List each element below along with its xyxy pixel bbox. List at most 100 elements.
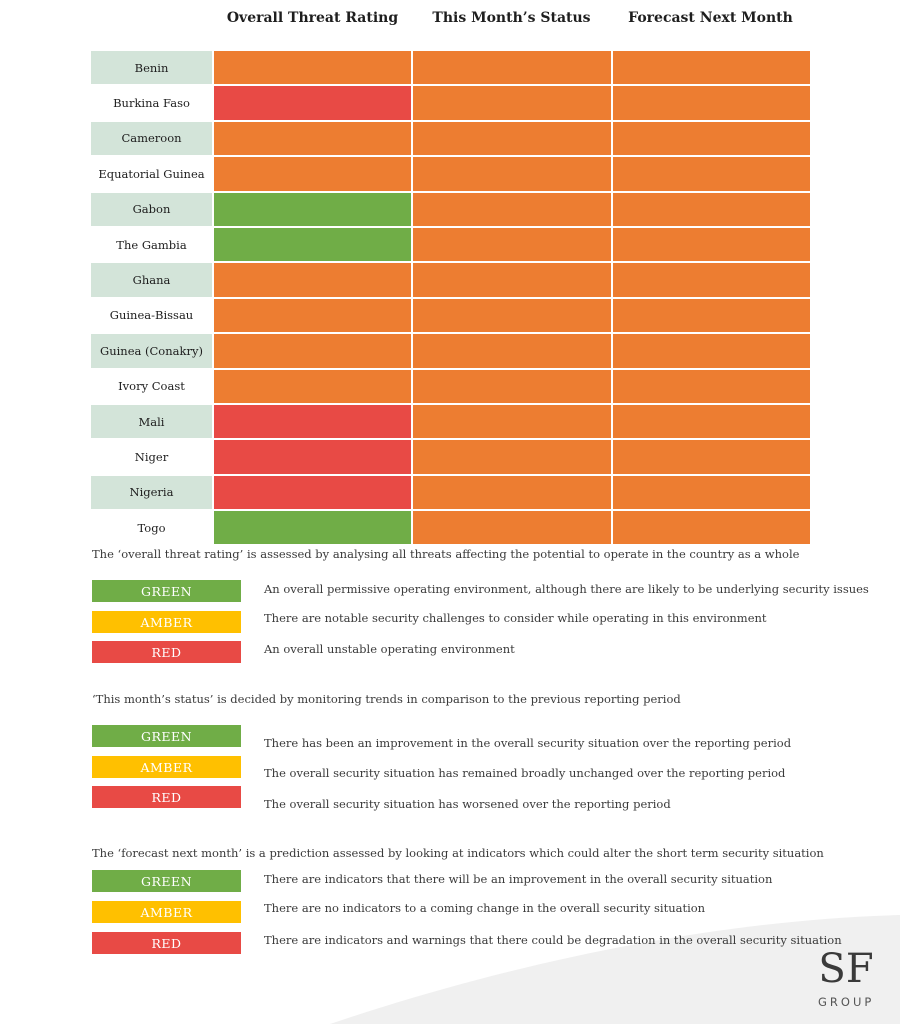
table-row: Ghana — [91, 263, 810, 298]
legend-month-red-badge: RED — [92, 786, 241, 808]
legend-forecast-red-row: RED — [92, 932, 241, 954]
rating-cell-this-month — [413, 440, 611, 474]
header-this-months-status: This Month’s Status — [432, 10, 591, 26]
table-row: Togo — [91, 511, 810, 546]
rating-cell-overall — [214, 369, 412, 403]
legend-month-amber-badge: AMBER — [92, 756, 241, 778]
rating-cell-overall — [214, 121, 412, 156]
legend-overall-green-desc: An overall permissive operating environm… — [264, 582, 869, 596]
rating-cell-forecast — [612, 404, 810, 439]
country-name: The Gambia — [116, 237, 187, 252]
legend-overall-green-row: GREEN — [92, 580, 241, 602]
rating-cell-forecast — [612, 227, 810, 262]
legend-forecast-green-row: GREEN — [92, 870, 241, 892]
column-headers: Overall Threat Rating This Month’s Statu… — [213, 10, 810, 30]
table-row: Equatorial Guinea — [91, 157, 810, 192]
rating-cell-this-month — [413, 263, 611, 297]
country-name: Guinea-Bissau — [109, 308, 194, 323]
rating-cell-overall — [214, 192, 412, 226]
table-row: Nigeria — [91, 475, 810, 511]
legend-overall-green-badge: GREEN — [92, 580, 241, 602]
rating-cell-forecast — [612, 157, 810, 191]
legend-month-amber-desc: The overall security situation has remai… — [264, 766, 786, 780]
legend-overall-amber-badge: AMBER — [92, 611, 241, 633]
legend-forecast-red-desc: There are indicators and warnings that t… — [264, 933, 842, 947]
threat-grid: Benin Burkina Faso Cameroon Equatorial Guin… — [91, 51, 810, 546]
country-name: Equatorial Guinea — [98, 166, 205, 181]
table-row: Ivory Coast — [91, 369, 810, 405]
country-name: Mali — [91, 404, 212, 439]
rating-cell-overall — [214, 511, 412, 545]
legend-overall-red-desc: An overall unstable operating environmen… — [264, 642, 515, 656]
rating-cell-this-month — [413, 121, 611, 156]
legend-overall-amber-desc: There are notable security challenges to… — [264, 611, 767, 625]
rating-cell-overall — [214, 263, 412, 297]
rating-cell-this-month — [413, 511, 611, 545]
rating-cell-forecast — [612, 86, 810, 120]
logo-mark: SF — [818, 946, 873, 992]
table-row: Benin — [91, 51, 810, 86]
rating-cell-forecast — [612, 440, 810, 474]
rating-cell-this-month — [413, 475, 611, 510]
rating-cell-overall — [214, 227, 412, 262]
rating-cell-overall — [214, 404, 412, 439]
country-name: Nigeria — [91, 475, 212, 510]
legend-forecast-green-desc: There are indicators that there will be … — [264, 872, 773, 886]
country-name: Niger — [134, 449, 169, 464]
rating-cell-this-month — [413, 298, 611, 333]
logo-group-text: GROUP — [818, 995, 875, 1009]
note-forecast-next-month: The ‘forecast next month’ is a predictio… — [92, 846, 824, 860]
legend-month-green-badge: GREEN — [92, 725, 241, 747]
rating-cell-overall — [214, 334, 412, 368]
rating-cell-this-month — [413, 157, 611, 191]
country-name: Burkina Faso — [113, 96, 190, 111]
rating-cell-forecast — [612, 475, 810, 510]
table-row: Mali — [91, 404, 810, 440]
legend-month-amber-row: AMBER — [92, 756, 241, 778]
legend-overall-amber-row: AMBER — [92, 611, 241, 633]
rating-cell-forecast — [612, 334, 810, 368]
country-name: Gabon — [91, 192, 212, 226]
rating-cell-forecast — [612, 192, 810, 226]
rating-cell-forecast — [612, 298, 810, 333]
legend-forecast-amber-badge: AMBER — [92, 901, 241, 923]
country-name: Ghana — [91, 263, 212, 297]
rating-cell-this-month — [413, 192, 611, 226]
rating-cell-overall — [214, 440, 412, 474]
legend-forecast-amber-desc: There are no indicators to a coming chan… — [264, 901, 706, 915]
legend-forecast-amber-row: AMBER — [92, 901, 241, 923]
rating-cell-forecast — [612, 263, 810, 297]
sf-group-logo: SF — [818, 946, 873, 992]
rating-cell-forecast — [612, 511, 810, 545]
legend-month-red-desc: The overall security situation has worse… — [264, 797, 671, 811]
header-overall-threat-rating: Overall Threat Rating — [226, 10, 399, 26]
legend-month-red-row: RED — [92, 786, 241, 808]
rating-cell-this-month — [413, 404, 611, 439]
table-row: Guinea-Bissau — [91, 298, 810, 334]
rating-cell-overall — [214, 157, 412, 191]
rating-cell-forecast — [612, 51, 810, 85]
legend-overall-red-badge: RED — [92, 641, 241, 663]
table-row: Niger — [91, 440, 810, 475]
legend-month-green-row: GREEN — [92, 725, 241, 747]
legend-month-green-desc: There has been an improvement in the ove… — [264, 736, 792, 750]
rating-cell-overall — [214, 86, 412, 120]
rating-cell-this-month — [413, 334, 611, 368]
country-name: Guinea (Conakry) — [91, 334, 212, 368]
table-row: Guinea (Conakry) — [91, 334, 810, 369]
note-this-months-status: ‘This month’s status’ is decided by moni… — [92, 692, 681, 706]
table-row: The Gambia — [91, 227, 810, 263]
country-name: Cameroon — [91, 121, 212, 156]
rating-cell-forecast — [612, 121, 810, 156]
note-overall-threat-rating: The ‘overall threat rating’ is assessed … — [92, 547, 800, 561]
country-name: Togo — [137, 520, 166, 535]
legend-overall-red-row: RED — [92, 641, 241, 663]
country-name: Benin — [91, 51, 212, 85]
country-name: Ivory Coast — [118, 379, 185, 394]
header-forecast-next-month: Forecast Next Month — [628, 10, 793, 26]
table-row: Cameroon — [91, 121, 810, 157]
legend-forecast-red-badge: RED — [92, 932, 241, 954]
rating-cell-forecast — [612, 369, 810, 403]
table-row: Gabon — [91, 192, 810, 228]
rating-cell-overall — [214, 51, 412, 85]
